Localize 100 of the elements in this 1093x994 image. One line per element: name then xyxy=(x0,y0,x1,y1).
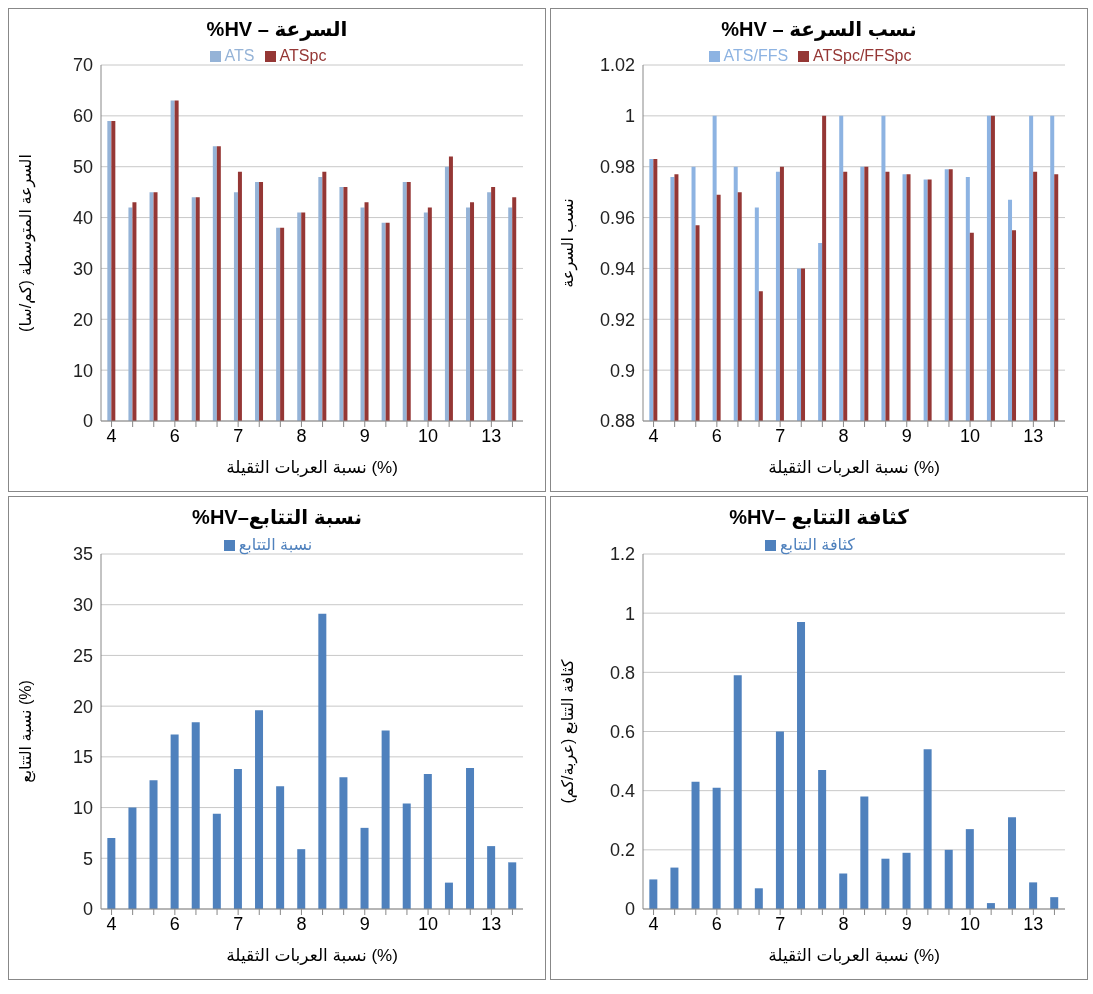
y-tick-label: 20 xyxy=(72,309,93,330)
bar xyxy=(280,227,285,421)
y-tick-label: 30 xyxy=(72,258,93,279)
x-tick-label: 6 xyxy=(711,913,722,934)
bar xyxy=(797,622,806,909)
y-tick-label: 35 xyxy=(72,544,93,565)
y-tick-label: 1.2 xyxy=(609,544,635,565)
bar xyxy=(902,852,911,909)
bar xyxy=(339,777,348,909)
x-tick-label: 6 xyxy=(169,425,180,446)
x-tick-label: 13 xyxy=(481,425,502,446)
bar xyxy=(381,730,390,909)
bar xyxy=(212,146,217,421)
x-axis-title: نسبة العربات الثقيلة (%) xyxy=(226,946,398,965)
y-tick-label: 30 xyxy=(72,595,93,616)
bar xyxy=(670,867,679,909)
x-tick-label: 7 xyxy=(233,425,244,446)
y-tick-label: 25 xyxy=(72,645,93,666)
legend-label: ATS/FFS xyxy=(723,47,789,64)
y-tick-label: 0.6 xyxy=(609,721,635,742)
x-tick-label: 10 xyxy=(960,913,981,934)
bar xyxy=(487,846,496,909)
x-tick-label: 13 xyxy=(481,913,502,934)
bar xyxy=(191,197,196,421)
y-tick-label: 0 xyxy=(624,899,635,920)
x-tick-label: 7 xyxy=(775,425,786,446)
bar xyxy=(965,829,974,909)
bar xyxy=(775,731,784,909)
y-tick-label: 0.94 xyxy=(599,258,635,279)
chart-title: السرعة – HV% xyxy=(205,17,349,43)
bar xyxy=(423,774,432,909)
bar xyxy=(402,803,411,909)
y-tick-label: 5 xyxy=(82,848,93,869)
bar xyxy=(860,796,869,909)
bar xyxy=(712,787,721,909)
x-tick-label: 10 xyxy=(418,913,439,934)
bar xyxy=(364,202,369,421)
bar xyxy=(360,207,365,421)
bar xyxy=(111,120,116,421)
y-tick-label: 40 xyxy=(72,207,93,228)
bar xyxy=(149,780,158,909)
y-axis-title: نسب السرعة xyxy=(558,198,578,288)
x-tick-label: 9 xyxy=(901,913,912,934)
bar xyxy=(107,838,116,909)
bar xyxy=(128,807,137,909)
bar xyxy=(839,873,848,909)
bar xyxy=(649,879,658,909)
bar xyxy=(216,146,221,421)
legend-label: كثافة التتابع xyxy=(780,536,855,553)
x-tick-label: 7 xyxy=(775,913,786,934)
bar xyxy=(255,181,260,421)
bar xyxy=(427,207,432,421)
x-axis-title: نسبة العربات الثقيلة (%) xyxy=(226,458,398,477)
bar xyxy=(318,176,323,421)
y-tick-label: 0.4 xyxy=(609,781,635,802)
bar xyxy=(301,212,306,421)
bar xyxy=(132,202,137,421)
bar xyxy=(174,100,179,421)
bar xyxy=(195,197,200,421)
bar xyxy=(487,192,492,421)
bar xyxy=(466,207,471,421)
y-tick-label: 20 xyxy=(72,696,93,717)
bar xyxy=(406,181,411,421)
bar xyxy=(444,166,449,421)
x-tick-label: 13 xyxy=(1023,425,1044,446)
bar xyxy=(255,710,264,909)
x-tick-label: 4 xyxy=(106,913,117,934)
bar xyxy=(1029,882,1038,909)
bar xyxy=(1050,897,1059,909)
x-tick-label: 4 xyxy=(106,425,117,446)
y-axis-title: السرعة المتوسطة (كم/سا) xyxy=(16,154,36,332)
y-tick-label: 0.96 xyxy=(599,207,635,228)
x-tick-label: 8 xyxy=(838,425,849,446)
bar xyxy=(191,722,200,909)
x-tick-label: 8 xyxy=(838,913,849,934)
bar xyxy=(259,181,264,421)
bar xyxy=(276,786,285,909)
bar xyxy=(402,181,407,421)
x-tick-label: 4 xyxy=(648,425,659,446)
bar xyxy=(881,858,890,909)
bar xyxy=(297,212,302,421)
x-tick-label: 9 xyxy=(901,425,912,446)
bar xyxy=(153,192,158,421)
y-tick-label: 0.92 xyxy=(599,309,635,330)
bar xyxy=(276,227,281,421)
bar xyxy=(318,613,327,909)
bar xyxy=(491,187,496,421)
y-tick-label: 1 xyxy=(624,106,635,127)
chart-title: نسب السرعة – HV% xyxy=(720,17,918,43)
legend-label: نسبة التتابع xyxy=(238,536,313,553)
y-tick-label: 0 xyxy=(82,411,93,432)
legend-label: ATS xyxy=(224,47,255,64)
y-tick-label: 0.88 xyxy=(599,411,635,432)
y-tick-label: 10 xyxy=(72,360,93,381)
x-tick-label: 10 xyxy=(960,425,981,446)
bar xyxy=(381,222,386,421)
legend-label: ATSpc/FFSpc xyxy=(813,47,912,64)
bar xyxy=(754,888,763,909)
bar xyxy=(339,187,344,421)
bar xyxy=(423,212,428,421)
